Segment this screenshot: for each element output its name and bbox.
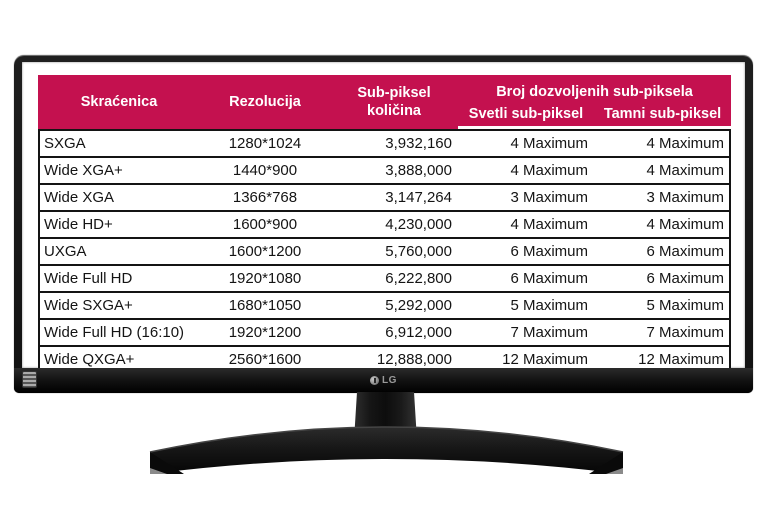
table-row: Wide Full HD (16:10) 1920*1200 6,912,000… xyxy=(38,320,731,347)
stand-left-foot xyxy=(150,468,167,474)
header-dark-subpixel: Tamni sub-piksel xyxy=(594,102,731,129)
table-row: SXGA 1280*1024 3,932,160 4 Maximum 4 Max… xyxy=(38,129,731,158)
cell-subpixel-quantity: 3,932,160 xyxy=(330,129,458,158)
cell-bright-subpixel: 7 Maximum xyxy=(458,320,594,347)
cell-resolution: 1440*900 xyxy=(200,158,330,185)
cell-subpixel-quantity: 3,888,000 xyxy=(330,158,458,185)
spec-table-container: Skraćenica Rezolucija Sub-piksel količin… xyxy=(38,75,731,374)
cell-bright-subpixel: 4 Maximum xyxy=(458,129,594,158)
cell-resolution: 1280*1024 xyxy=(200,129,330,158)
cell-bright-subpixel: 4 Maximum xyxy=(458,212,594,239)
cell-dark-subpixel: 4 Maximum xyxy=(594,158,731,185)
monitor-frame: Skraćenica Rezolucija Sub-piksel količin… xyxy=(14,55,753,393)
cell-bright-subpixel: 6 Maximum xyxy=(458,239,594,266)
cell-abbreviation: Wide HD+ xyxy=(38,212,200,239)
table-row: Wide XGA 1366*768 3,147,264 3 Maximum 3 … xyxy=(38,185,731,212)
cell-abbreviation: Wide Full HD (16:10) xyxy=(38,320,200,347)
header-bright-subpixel: Svetli sub-piksel xyxy=(458,102,594,129)
cell-dark-subpixel: 6 Maximum xyxy=(594,239,731,266)
table-row: Wide SXGA+ 1680*1050 5,292,000 5 Maximum… xyxy=(38,293,731,320)
lg-logo-text: LG xyxy=(382,375,397,386)
table-row: UXGA 1600*1200 5,760,000 6 Maximum 6 Max… xyxy=(38,239,731,266)
energy-label-icon xyxy=(22,371,37,388)
header-resolution: Rezolucija xyxy=(200,75,330,129)
subpixel-spec-table: Skraćenica Rezolucija Sub-piksel količin… xyxy=(38,75,731,374)
cell-dark-subpixel: 7 Maximum xyxy=(594,320,731,347)
cell-subpixel-quantity: 6,912,000 xyxy=(330,320,458,347)
monitor-stand xyxy=(149,392,624,474)
stand-base-highlight xyxy=(149,426,624,453)
cell-subpixel-quantity: 5,760,000 xyxy=(330,239,458,266)
cell-dark-subpixel: 4 Maximum xyxy=(594,212,731,239)
monitor-bottom-bezel: LG xyxy=(14,368,753,393)
cell-resolution: 1600*900 xyxy=(200,212,330,239)
cell-subpixel-quantity: 6,222,800 xyxy=(330,266,458,293)
cell-resolution: 1920*1080 xyxy=(200,266,330,293)
cell-resolution: 1680*1050 xyxy=(200,293,330,320)
cell-abbreviation: UXGA xyxy=(38,239,200,266)
lg-logo: LG xyxy=(370,375,397,386)
table-row: Wide Full HD 1920*1080 6,222,800 6 Maxim… xyxy=(38,266,731,293)
cell-abbreviation: SXGA xyxy=(38,129,200,158)
stand-right-foot xyxy=(606,468,623,474)
cell-abbreviation: Wide SXGA+ xyxy=(38,293,200,320)
header-subpixel-quantity: Sub-piksel količina xyxy=(330,75,458,129)
header-allowed-group: Broj dozvoljenih sub-piksela xyxy=(458,75,731,102)
monitor-screen: Skraćenica Rezolucija Sub-piksel količin… xyxy=(22,62,745,374)
cell-resolution: 1600*1200 xyxy=(200,239,330,266)
lg-face-icon xyxy=(370,376,380,385)
stand-left-wedge xyxy=(150,452,184,474)
cell-dark-subpixel: 4 Maximum xyxy=(594,129,731,158)
cell-abbreviation: Wide Full HD xyxy=(38,266,200,293)
cell-bright-subpixel: 4 Maximum xyxy=(458,158,594,185)
cell-bright-subpixel: 5 Maximum xyxy=(458,293,594,320)
stand-base xyxy=(150,427,623,474)
cell-abbreviation: Wide XGA xyxy=(38,185,200,212)
cell-dark-subpixel: 5 Maximum xyxy=(594,293,731,320)
cell-dark-subpixel: 3 Maximum xyxy=(594,185,731,212)
cell-subpixel-quantity: 5,292,000 xyxy=(330,293,458,320)
table-header: Skraćenica Rezolucija Sub-piksel količin… xyxy=(38,75,731,129)
cell-resolution: 1920*1200 xyxy=(200,320,330,347)
table-row: Wide XGA+ 1440*900 3,888,000 4 Maximum 4… xyxy=(38,158,731,185)
cell-subpixel-quantity: 4,230,000 xyxy=(330,212,458,239)
table-body: SXGA 1280*1024 3,932,160 4 Maximum 4 Max… xyxy=(38,129,731,374)
header-abbreviation: Skraćenica xyxy=(38,75,200,129)
cell-bright-subpixel: 3 Maximum xyxy=(458,185,594,212)
stand-right-wedge xyxy=(589,452,623,474)
cell-dark-subpixel: 6 Maximum xyxy=(594,266,731,293)
cell-subpixel-quantity: 3,147,264 xyxy=(330,185,458,212)
cell-bright-subpixel: 6 Maximum xyxy=(458,266,594,293)
cell-resolution: 1366*768 xyxy=(200,185,330,212)
table-row: Wide HD+ 1600*900 4,230,000 4 Maximum 4 … xyxy=(38,212,731,239)
cell-abbreviation: Wide XGA+ xyxy=(38,158,200,185)
